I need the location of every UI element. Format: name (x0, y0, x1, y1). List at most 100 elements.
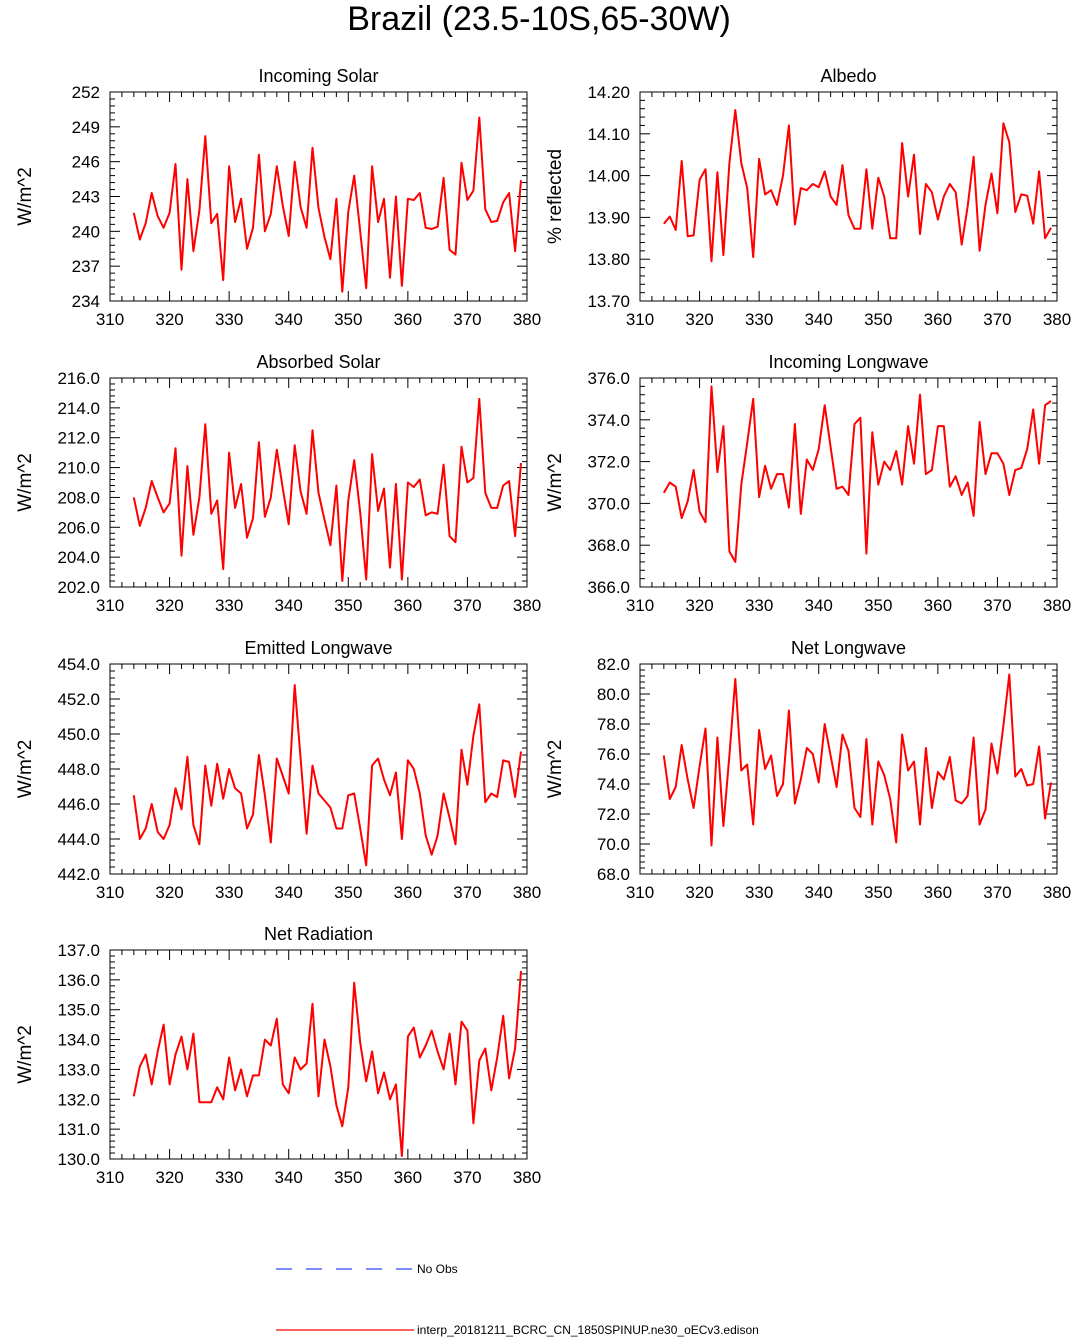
x-tick-label: 330 (745, 883, 773, 902)
x-tick-label: 380 (1043, 596, 1071, 615)
page-title: Brazil (23.5-10S,65-30W) (347, 0, 731, 38)
x-tick-label: 310 (626, 883, 654, 902)
x-tick-label: 340 (805, 596, 833, 615)
panel-3: Absorbed Solar W/m^2 310 320 330 340 350 360 370… (15, 352, 541, 615)
plot-frame (639, 377, 1058, 588)
x-tick-label: 360 (394, 883, 422, 902)
y-tick-label: 448.0 (57, 760, 100, 779)
y-tick-label: 212.0 (57, 429, 100, 448)
y-tick-label: 450.0 (57, 725, 100, 744)
x-tick-label: 350 (334, 310, 362, 329)
y-tick-label: 82.0 (597, 655, 630, 674)
y-tick-label: 214.0 (57, 399, 100, 418)
y-tick-label: 206.0 (57, 518, 100, 537)
series-line (663, 109, 1052, 263)
panel-title: Incoming Longwave (768, 352, 928, 372)
y-tick-label: 80.0 (597, 685, 630, 704)
panel-2: Albedo % reflected 310 320 330 340 350 360 370 38… (545, 66, 1071, 329)
x-tick-label: 340 (275, 883, 303, 902)
y-tick-label: 14.10 (587, 125, 630, 144)
series-line (662, 385, 1052, 563)
panel-title: Net Longwave (791, 638, 906, 658)
x-tick-label: 370 (983, 883, 1011, 902)
x-tick-label: 330 (745, 310, 773, 329)
y-axis-label: W/m^2 (15, 167, 36, 226)
x-tick-label: 340 (275, 596, 303, 615)
legend-model-label: interp_20181211_BCRC_CN_1850SPINUP.ne30_… (417, 1323, 759, 1337)
y-tick-label: 234 (72, 292, 100, 311)
y-tick-label: 240 (72, 222, 100, 241)
x-tick-label: 380 (1043, 310, 1071, 329)
y-tick-label: 237 (72, 257, 100, 276)
x-tick-label: 340 (275, 310, 303, 329)
y-tick-label: 376.0 (587, 369, 630, 388)
y-tick-label: 68.0 (597, 865, 630, 884)
x-tick-label: 320 (685, 310, 713, 329)
series-line (132, 684, 522, 867)
y-tick-label: 452.0 (57, 690, 100, 709)
x-tick-label: 360 (924, 883, 952, 902)
x-tick-label: 320 (685, 596, 713, 615)
x-tick-label: 360 (924, 596, 952, 615)
y-tick-label: 74.0 (597, 775, 630, 794)
panel-title: Absorbed Solar (256, 352, 380, 372)
x-tick-label: 320 (155, 596, 183, 615)
y-tick-label: 366.0 (587, 578, 630, 597)
series-line (132, 970, 522, 1157)
y-tick-label: 72.0 (597, 805, 630, 824)
x-tick-label: 350 (864, 883, 892, 902)
x-tick-label: 370 (983, 310, 1011, 329)
x-tick-label: 380 (513, 1168, 541, 1187)
x-tick-label: 370 (453, 1168, 481, 1187)
y-tick-label: 454.0 (57, 655, 100, 674)
x-tick-label: 330 (745, 596, 773, 615)
x-tick-label: 330 (215, 310, 243, 329)
x-tick-label: 320 (155, 310, 183, 329)
x-tick-label: 360 (394, 310, 422, 329)
y-tick-label: 135.0 (57, 1001, 100, 1020)
x-tick-label: 310 (96, 310, 124, 329)
y-tick-label: 78.0 (597, 715, 630, 734)
y-tick-label: 202.0 (57, 578, 100, 597)
y-axis-label: W/m^2 (15, 740, 36, 799)
x-tick-label: 310 (96, 1168, 124, 1187)
y-tick-label: 208.0 (57, 488, 100, 507)
x-tick-label: 310 (626, 596, 654, 615)
x-tick-label: 340 (275, 1168, 303, 1187)
x-tick-label: 340 (805, 883, 833, 902)
x-tick-label: 330 (215, 1168, 243, 1187)
x-tick-label: 310 (96, 883, 124, 902)
y-axis-label: % reflected (545, 149, 566, 244)
y-axis-label: W/m^2 (15, 1025, 36, 1084)
y-axis-label: W/m^2 (545, 453, 566, 512)
y-tick-label: 13.80 (587, 250, 630, 269)
legend: No Obs interp_20181211_BCRC_CN_1850SPINU… (276, 1262, 759, 1337)
panel-title: Albedo (820, 66, 876, 86)
y-tick-label: 70.0 (597, 835, 630, 854)
y-tick-label: 243 (72, 188, 100, 207)
y-tick-label: 130.0 (57, 1150, 100, 1169)
x-tick-label: 330 (215, 883, 243, 902)
x-tick-label: 380 (513, 596, 541, 615)
y-tick-label: 216.0 (57, 369, 100, 388)
x-tick-label: 350 (334, 596, 362, 615)
panel-6: Net Longwave W/m^2 310 320 330 340 350 360 370 38… (545, 638, 1071, 902)
x-tick-label: 360 (394, 1168, 422, 1187)
y-tick-label: 14.20 (587, 83, 630, 102)
y-tick-label: 370.0 (587, 494, 630, 513)
x-tick-label: 360 (924, 310, 952, 329)
x-tick-label: 350 (334, 1168, 362, 1187)
y-tick-label: 372.0 (587, 453, 630, 472)
x-tick-label: 380 (513, 310, 541, 329)
series-line (662, 673, 1052, 847)
y-tick-label: 132.0 (57, 1090, 100, 1109)
y-tick-label: 76.0 (597, 745, 630, 764)
y-tick-label: 374.0 (587, 411, 630, 430)
panel-5: Emitted Longwave W/m^2 310 320 330 340 350 360 3… (15, 638, 541, 902)
panels: Incoming Solar W/m^2 310 320 330 340 350 360 370… (15, 66, 1071, 1187)
x-tick-label: 370 (453, 596, 481, 615)
y-tick-label: 133.0 (57, 1060, 100, 1079)
x-tick-label: 330 (215, 596, 243, 615)
panel-4: Incoming Longwave W/m^2 310 320 330 340 350 360… (545, 352, 1071, 615)
